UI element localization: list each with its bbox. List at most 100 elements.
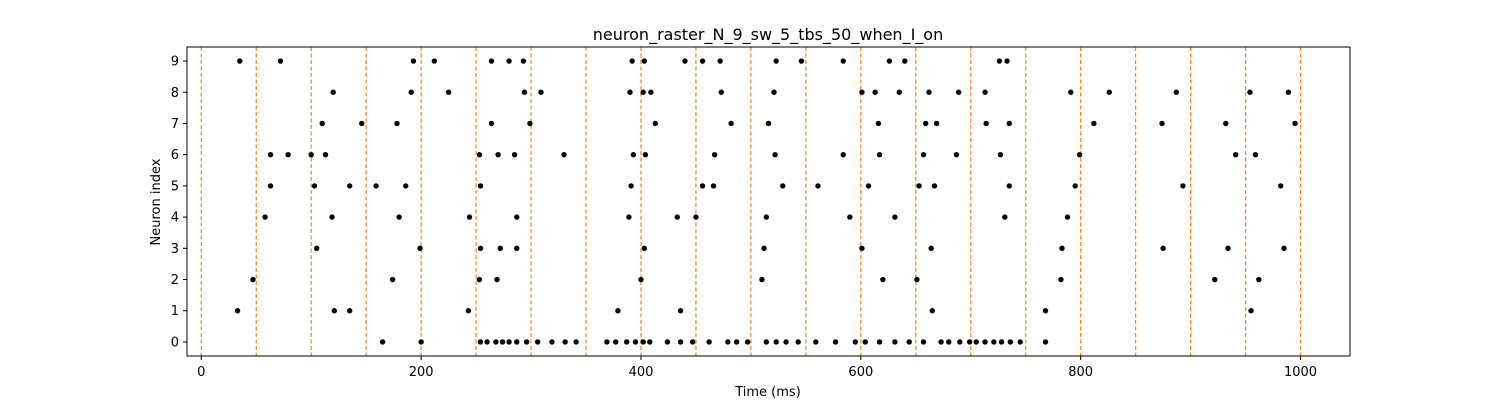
- spike-point: [494, 276, 500, 283]
- spike-point: [285, 151, 291, 158]
- spike-point: [379, 339, 386, 345]
- spike-point: [418, 339, 424, 345]
- spike-point: [497, 245, 503, 252]
- spike-point: [996, 58, 1003, 64]
- spike-point: [561, 151, 567, 158]
- spike-point: [982, 339, 988, 345]
- spike-point: [640, 339, 646, 345]
- spike-point: [484, 339, 490, 345]
- spike-point: [613, 339, 619, 345]
- spike-point: [998, 339, 1005, 345]
- spike-point: [237, 58, 243, 64]
- spike-point: [311, 183, 318, 189]
- x-tick-label: 0: [197, 365, 205, 380]
- spike-point: [677, 308, 684, 314]
- spike-point: [403, 183, 409, 189]
- spike-point: [1106, 89, 1112, 95]
- spike-point: [250, 276, 256, 283]
- spike-point: [514, 245, 520, 252]
- spike-point: [706, 339, 712, 345]
- spike-point: [562, 339, 568, 345]
- spike-point: [466, 214, 473, 220]
- spike-point: [514, 214, 520, 220]
- spike-point: [983, 120, 989, 127]
- x-tick-label: 1000: [1284, 365, 1317, 380]
- spike-point: [534, 339, 541, 345]
- spike-point: [1252, 151, 1259, 158]
- spike-point: [1007, 339, 1014, 345]
- spike-point: [477, 245, 484, 252]
- spike-point: [573, 339, 579, 345]
- y-tick-label: 4: [171, 211, 179, 226]
- spike-point: [886, 58, 893, 64]
- spike-point: [604, 339, 610, 345]
- spike-point: [902, 58, 908, 64]
- spike-point: [759, 276, 765, 283]
- spike-point: [689, 339, 696, 345]
- spike-point: [1285, 89, 1292, 95]
- spike-point: [1059, 245, 1065, 252]
- y-tick-label: 0: [171, 335, 179, 350]
- spike-point: [647, 339, 653, 345]
- y-axis-label: Neuron index: [149, 158, 164, 245]
- y-tick-label: 6: [171, 148, 179, 163]
- spike-point: [642, 151, 649, 158]
- spike-point: [1017, 339, 1023, 345]
- spike-point: [795, 339, 801, 345]
- y-tick-label: 7: [171, 117, 179, 132]
- spike-point: [674, 214, 680, 220]
- spike-point: [840, 151, 846, 158]
- spike-point: [955, 89, 962, 95]
- spike-point: [780, 183, 786, 189]
- spike-point: [623, 339, 630, 345]
- spike-point: [1058, 276, 1064, 283]
- spike-point: [359, 120, 365, 127]
- y-tick-label: 8: [171, 86, 179, 101]
- spike-point: [957, 339, 963, 345]
- spike-point: [920, 339, 927, 345]
- spike-point: [632, 339, 639, 345]
- spike-point: [946, 339, 952, 345]
- spike-point: [852, 339, 859, 345]
- spike-point: [1004, 58, 1010, 64]
- y-tick-label: 5: [171, 179, 179, 194]
- spike-point: [465, 308, 472, 314]
- spike-point: [761, 245, 767, 252]
- spike-point: [431, 58, 438, 64]
- spike-point: [682, 58, 688, 64]
- x-tick-label: 400: [629, 365, 654, 380]
- spike-point: [699, 183, 706, 189]
- y-tick-label: 9: [171, 55, 179, 70]
- spike-point: [772, 151, 778, 158]
- x-axis-label: Time (ms): [734, 385, 801, 400]
- spike-point: [922, 120, 929, 127]
- spike-point: [314, 245, 320, 252]
- spike-point: [1225, 245, 1231, 252]
- spike-point: [991, 339, 997, 345]
- spike-point: [477, 339, 484, 345]
- axes-frame: [186, 46, 1351, 357]
- spike-point: [1281, 245, 1287, 252]
- spike-point: [495, 151, 501, 158]
- spike-point: [331, 308, 337, 314]
- spike-point: [773, 339, 779, 345]
- spike-point: [389, 276, 396, 283]
- spike-point: [523, 339, 530, 345]
- spike-point: [417, 245, 423, 252]
- spike-point: [1042, 339, 1049, 345]
- spike-point: [876, 339, 883, 345]
- spike-point: [538, 89, 544, 95]
- spike-point: [693, 214, 699, 220]
- spike-point: [445, 89, 452, 95]
- spike-point: [840, 58, 846, 64]
- x-tick-label: 800: [1068, 365, 1093, 380]
- spike-point: [506, 339, 512, 345]
- spike-point: [1006, 120, 1012, 127]
- spike-point: [410, 58, 417, 64]
- spike-point: [920, 151, 927, 158]
- spike-point: [629, 58, 635, 64]
- spike-point: [1247, 89, 1253, 95]
- spike-point: [322, 151, 329, 158]
- spike-point: [267, 183, 274, 189]
- spike-point: [396, 214, 402, 220]
